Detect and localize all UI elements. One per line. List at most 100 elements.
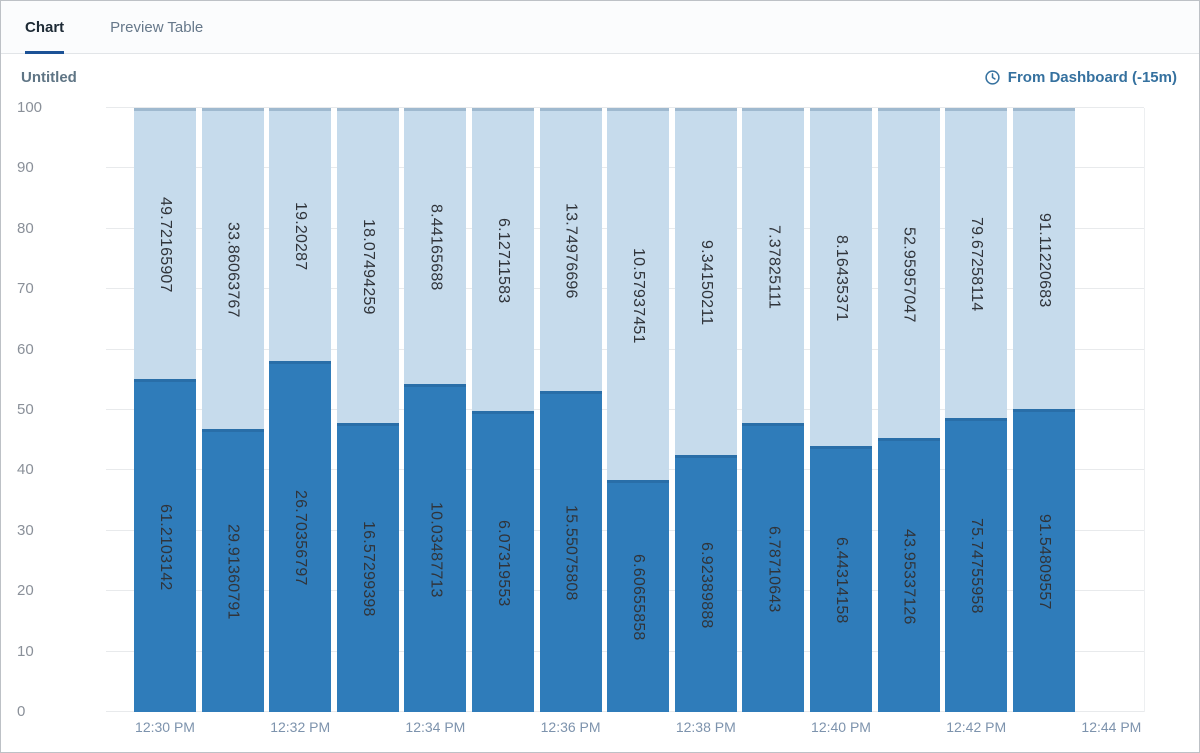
bar-segment-top[interactable]: 13.74976696	[539, 108, 602, 392]
bar-segment-top[interactable]: 8.44165688	[404, 108, 467, 384]
bar: 33.86063767 29.91360791	[201, 108, 264, 712]
bar-value-label: 91.54809557	[1035, 514, 1053, 610]
bar-value-label: 16.57299398	[359, 521, 377, 617]
gridline	[106, 107, 1144, 108]
bar-segment-bottom[interactable]: 15.55075808	[539, 391, 602, 712]
bar-value-label: 79.67258114	[968, 217, 986, 312]
bar-value-label: 6.44314158	[833, 537, 850, 624]
plot-area: 0 10 20 30 40 50 60 70 80 90 100 49.72165907 61.2103…	[17, 99, 1145, 720]
bar-segment-top[interactable]: 49.72165907	[134, 108, 196, 379]
tab-preview-table[interactable]: Preview Table	[110, 18, 204, 36]
bar-segment-top[interactable]: 10.57937451	[607, 108, 670, 480]
bar-value-label: 6.07319553	[495, 519, 512, 607]
from-dashboard-link[interactable]: From Dashboard (-15m)	[984, 69, 1177, 86]
page-title: Untitled	[21, 68, 77, 86]
from-dashboard-label: From Dashboard (-15m)	[1007, 68, 1177, 86]
bar: 10.57937451 6.60655858	[607, 108, 670, 712]
bar-value-label: 7.37825111	[765, 224, 783, 309]
x-axis-label: 12:38 PM	[675, 719, 736, 735]
bar-segment-top[interactable]: 19.20287	[269, 108, 332, 361]
bar-value-label: 13.74976696	[562, 203, 580, 300]
bar-segment-bottom[interactable]: 6.44314158	[810, 445, 872, 712]
bar-segment-top[interactable]: 79.67258114	[945, 108, 1008, 418]
x-axis-label: 12:30 PM	[135, 719, 195, 735]
y-axis-label: 70	[17, 280, 34, 298]
bar: 8.16435371 6.44314158	[810, 108, 872, 712]
bar-segment-top[interactable]: 18.07494259	[336, 108, 399, 424]
bar-segment-bottom[interactable]: 43.95337126	[877, 438, 940, 712]
bar-segment-bottom[interactable]: 16.57299398	[336, 423, 399, 712]
bar-segment-bottom[interactable]: 10.03487713	[404, 383, 467, 712]
bar-value-label: 75.74755958	[968, 518, 986, 615]
y-axis-label: 90	[17, 159, 34, 177]
bar: 7.37825111 6.78710643	[742, 108, 805, 712]
bar-value-label: 10.03487713	[427, 501, 445, 598]
bar: 9.34150211 6.92389888	[674, 108, 737, 712]
bar-value-label: 18.07494259	[359, 219, 377, 315]
bar-value-label: 15.55075808	[562, 505, 580, 602]
bar-value-label: 52.95957047	[900, 226, 918, 323]
bar: 6.12711583 6.07319553	[472, 108, 534, 712]
bar-value-label: 6.60655858	[630, 554, 648, 641]
bar: 18.07494259 16.57299398	[336, 108, 399, 712]
bar-segment-top[interactable]: 52.95957047	[877, 108, 940, 439]
bar-value-label: 9.34150211	[697, 240, 715, 326]
bar: 13.74976696 15.55075808	[539, 108, 602, 712]
chart-header: Untitled From Dashboard (-15m)	[1, 56, 1199, 98]
stacked-bar-chart: 0 10 20 30 40 50 60 70 80 90 100 49.72165907 61.2103…	[1, 99, 1199, 752]
tab-chart[interactable]: Chart	[25, 1, 65, 54]
y-axis-label: 80	[17, 219, 34, 237]
bar-value-label: 43.95337126	[900, 528, 918, 625]
x-axis: 12:30 PM 12:32 PM 12:34 PM 12:36 PM 12:38 PM…	[106, 712, 1145, 752]
bar-segment-bottom[interactable]: 6.60655858	[607, 479, 670, 712]
bar-segment-top[interactable]: 8.16435371	[810, 108, 872, 446]
y-axis-label: 60	[17, 340, 34, 358]
bar-value-label: 49.72165907	[157, 197, 174, 293]
bar-segment-bottom[interactable]: 6.07319553	[472, 411, 534, 712]
y-axis-label: 40	[17, 461, 34, 479]
y-axis-label: 20	[17, 582, 34, 600]
bar-value-label: 19.20287	[292, 201, 310, 270]
bar-value-label: 91.11220683	[1035, 212, 1053, 308]
x-axis-label: 12:40 PM	[811, 719, 871, 735]
bar-value-label: 10.57937451	[630, 247, 648, 344]
bar-segment-top[interactable]: 9.34150211	[674, 108, 737, 455]
bar-segment-bottom[interactable]: 6.78710643	[742, 422, 805, 712]
bar: 79.67258114 75.74755958	[945, 108, 1008, 712]
bar-value-label: 29.91360791	[224, 524, 242, 620]
bar-value-label: 33.86063767	[224, 222, 242, 318]
x-axis-label: 12:34 PM	[405, 719, 466, 735]
bar-value-label: 61.2103142	[157, 503, 174, 591]
bar: 19.20287 26.70356797	[269, 108, 332, 712]
bar-value-label: 6.78710643	[765, 525, 783, 613]
y-axis-label: 0	[17, 703, 26, 720]
bar: 52.95957047 43.95337126	[877, 108, 940, 712]
bar: 91.11220683 91.54809557	[1012, 108, 1075, 712]
y-axis-label: 30	[17, 521, 34, 539]
bar-segment-top[interactable]: 91.11220683	[1012, 108, 1075, 410]
x-axis-label: 12:42 PM	[946, 719, 1007, 735]
bar-segment-bottom[interactable]: 75.74755958	[945, 417, 1008, 712]
bar-value-label: 8.16435371	[833, 235, 850, 322]
x-axis-label: 12:44 PM	[1081, 719, 1142, 735]
bar: 8.44165688 10.03487713	[404, 108, 467, 712]
bar-segment-top[interactable]: 6.12711583	[472, 108, 534, 412]
bar-value-label: 6.12711583	[495, 218, 512, 304]
bar-segment-bottom[interactable]: 91.54809557	[1012, 409, 1075, 712]
bar-value-label: 26.70356797	[292, 489, 310, 586]
bar-segment-bottom[interactable]: 29.91360791	[201, 428, 264, 712]
bar-segment-bottom[interactable]: 6.92389888	[674, 454, 737, 712]
bar-value-label: 6.92389888	[697, 541, 715, 629]
bar-segment-bottom[interactable]: 61.2103142	[134, 378, 196, 712]
bar-segment-top[interactable]: 33.86063767	[201, 108, 264, 429]
x-axis-label: 12:36 PM	[540, 719, 601, 735]
clock-icon	[984, 69, 1001, 86]
bar: 49.72165907 61.2103142	[134, 108, 196, 712]
y-axis-label: 10	[17, 642, 34, 660]
y-axis-label: 100	[17, 99, 43, 116]
tab-bar: Chart Preview Table	[1, 1, 1199, 54]
bar-segment-top[interactable]: 7.37825111	[742, 108, 805, 423]
bar-value-label: 8.44165688	[427, 204, 445, 291]
bar-segment-bottom[interactable]: 26.70356797	[269, 360, 332, 712]
